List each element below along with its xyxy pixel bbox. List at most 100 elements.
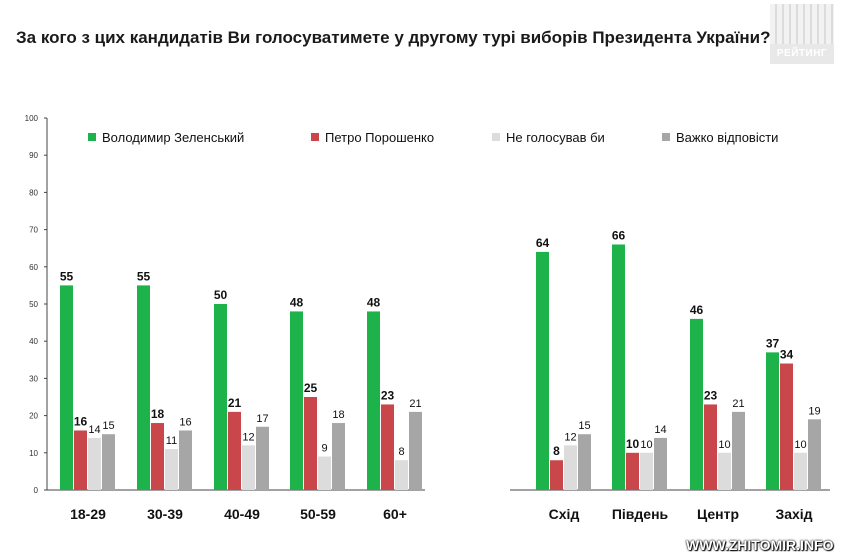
y-tick-label: 50 — [29, 300, 38, 309]
data-label: 11 — [166, 435, 177, 447]
data-label: 10 — [718, 439, 730, 451]
bar-3-50-59 — [318, 456, 331, 490]
legend-label: Петро Порошенко — [325, 130, 434, 145]
bar-3-40-49 — [242, 445, 255, 490]
data-label: 19 — [808, 405, 820, 417]
data-label: 25 — [304, 381, 318, 395]
bar-4-60+ — [409, 411, 422, 490]
data-label: 34 — [780, 348, 794, 362]
bar-4-Захід — [808, 419, 821, 490]
legend-label: Володимир Зеленський — [102, 130, 244, 145]
data-label: 18 — [151, 407, 165, 421]
logo-text: РЕЙТИНГ — [776, 48, 828, 59]
legend-swatch — [311, 133, 319, 141]
bar-2-Центр — [704, 404, 717, 490]
x-tick-label: Південь — [612, 506, 669, 522]
legend-item: Не голосував би — [492, 130, 605, 145]
bar-1-Захід — [766, 352, 779, 490]
bar-1-Південь — [612, 244, 625, 490]
data-label: 50 — [214, 288, 228, 302]
x-tick-label: 18-29 — [70, 506, 106, 522]
x-tick-label: 30-39 — [147, 506, 183, 522]
y-tick-label: 80 — [29, 188, 38, 197]
bar-1-18-29 — [60, 285, 73, 490]
data-label: 55 — [60, 269, 74, 283]
bar-2-50-59 — [304, 397, 317, 490]
bar-1-30-39 — [137, 285, 150, 490]
y-tick-label: 20 — [29, 412, 38, 421]
bar-2-Схід — [550, 460, 563, 490]
bar-2-60+ — [381, 404, 394, 490]
data-label: 37 — [766, 336, 780, 350]
legend-item: Важко відповісти — [662, 130, 778, 145]
data-label: 10 — [794, 439, 806, 451]
bar-4-Схід — [578, 434, 591, 490]
data-label: 14 — [654, 424, 666, 436]
data-label: 48 — [290, 295, 304, 309]
data-label: 8 — [553, 444, 560, 458]
bar-2-40-49 — [228, 411, 241, 490]
data-label: 21 — [732, 398, 744, 410]
data-label: 21 — [409, 398, 421, 410]
legend-swatch — [492, 133, 500, 141]
x-tick-label: 50-59 — [300, 506, 336, 522]
bar-4-Південь — [654, 437, 667, 490]
chart-title: За кого з цих кандидатів Ви голосуватиме… — [16, 28, 771, 47]
bar-3-Схід — [564, 445, 577, 490]
bar-2-Захід — [780, 363, 793, 490]
bar-1-60+ — [367, 311, 380, 490]
site-watermark: WWW.ZHITOMIR.INFO — [686, 537, 834, 553]
x-tick-label: 40-49 — [224, 506, 260, 522]
bar-1-Схід — [536, 251, 549, 490]
data-label: 18 — [332, 409, 344, 421]
bar-1-Центр — [690, 318, 703, 490]
y-tick-label: 40 — [29, 337, 38, 346]
bar-1-40-49 — [214, 304, 227, 490]
data-label: 15 — [102, 420, 114, 432]
data-label: 64 — [536, 236, 550, 250]
data-label: 21 — [228, 396, 242, 410]
y-tick-label: 10 — [29, 449, 38, 458]
bar-3-Південь — [640, 452, 653, 490]
data-label: 14 — [88, 424, 100, 436]
data-label: 12 — [564, 431, 576, 443]
bar-3-18-29 — [88, 437, 101, 490]
bar-3-30-39 — [165, 449, 178, 490]
bar-2-18-29 — [74, 430, 87, 490]
bar-1-50-59 — [290, 311, 303, 490]
bar-4-30-39 — [179, 430, 192, 490]
data-label: 10 — [626, 437, 640, 451]
data-label: 12 — [242, 431, 254, 443]
legend-swatch — [662, 133, 670, 141]
data-label: 23 — [704, 388, 718, 402]
y-tick-label: 90 — [29, 151, 38, 160]
bar-4-50-59 — [332, 423, 345, 490]
bar-3-Захід — [794, 452, 807, 490]
logo-building-image — [770, 4, 834, 44]
legend-label: Не голосував би — [506, 130, 605, 145]
legend-label: Важко відповісти — [676, 130, 778, 145]
data-label: 16 — [179, 416, 191, 428]
x-tick-label: 60+ — [383, 506, 407, 522]
x-tick-label: Схід — [549, 506, 580, 522]
y-tick-label: 100 — [25, 114, 39, 123]
data-label: 16 — [74, 414, 88, 428]
bar-4-Центр — [732, 411, 745, 490]
y-tick-label: 60 — [29, 263, 38, 272]
bar-3-Центр — [718, 452, 731, 490]
data-label: 23 — [381, 388, 395, 402]
legend-swatch — [88, 133, 96, 141]
x-tick-label: Центр — [697, 506, 739, 522]
x-tick-label: Захід — [775, 506, 812, 522]
data-label: 17 — [256, 413, 268, 425]
bar-2-Південь — [626, 452, 639, 490]
legend-item: Володимир Зеленський — [88, 130, 244, 145]
bar-2-30-39 — [151, 423, 164, 490]
data-label: 9 — [321, 443, 327, 455]
data-label: 15 — [578, 420, 590, 432]
y-tick-label: 70 — [29, 226, 38, 235]
data-label: 46 — [690, 303, 704, 317]
data-label: 8 — [398, 446, 404, 458]
data-label: 48 — [367, 295, 381, 309]
